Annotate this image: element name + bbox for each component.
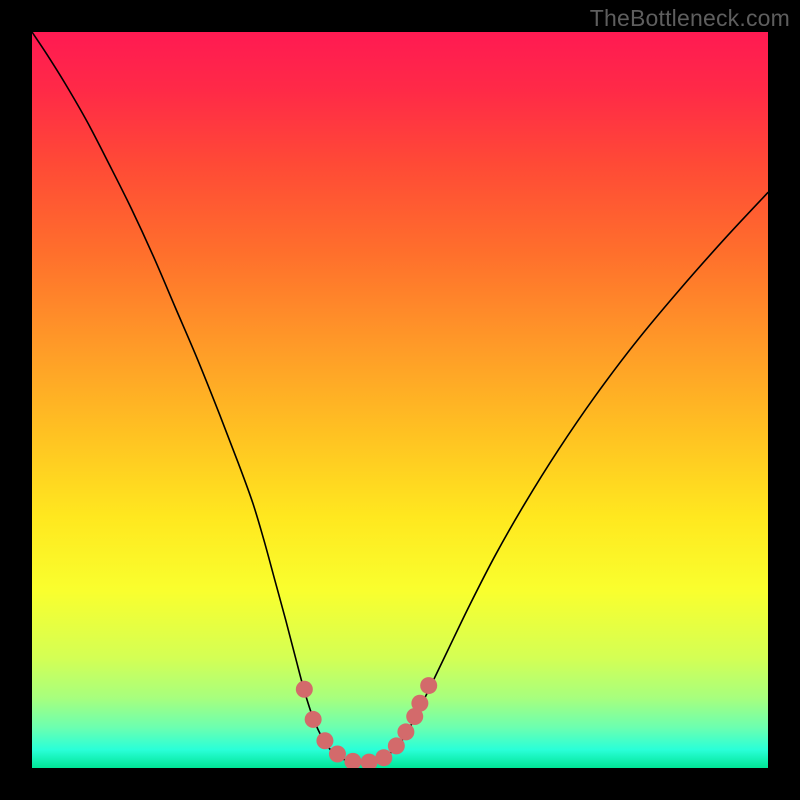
- watermark-text: TheBottleneck.com: [590, 5, 790, 32]
- curve-marker: [397, 723, 414, 740]
- curve-marker: [375, 749, 392, 766]
- curve-marker: [388, 737, 405, 754]
- gradient-background: [32, 32, 768, 768]
- chart-svg: [32, 32, 768, 768]
- curve-marker: [296, 681, 313, 698]
- curve-marker: [420, 677, 437, 694]
- plot-area: [32, 32, 768, 768]
- curve-marker: [316, 732, 333, 749]
- curve-marker: [329, 746, 346, 763]
- curve-marker: [411, 695, 428, 712]
- curve-marker: [305, 711, 322, 728]
